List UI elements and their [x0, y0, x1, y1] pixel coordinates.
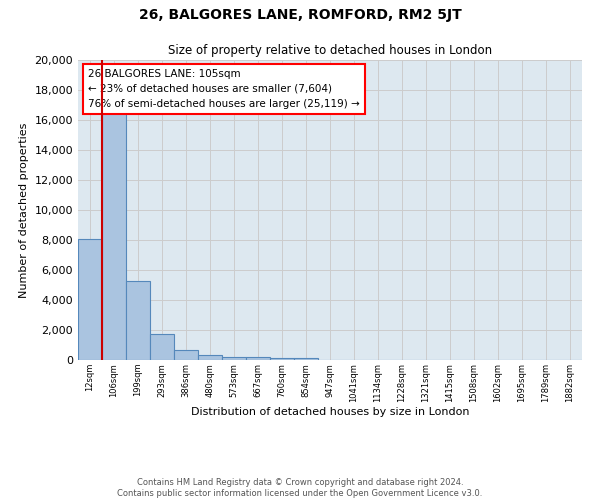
Bar	[246, 358, 270, 360]
Bar	[270, 358, 294, 360]
Bar	[174, 350, 198, 360]
Text: 26, BALGORES LANE, ROMFORD, RM2 5JT: 26, BALGORES LANE, ROMFORD, RM2 5JT	[139, 8, 461, 22]
Y-axis label: Number of detached properties: Number of detached properties	[19, 122, 29, 298]
Bar	[102, 110, 126, 360]
X-axis label: Distribution of detached houses by size in London: Distribution of detached houses by size …	[191, 408, 469, 418]
Bar	[198, 355, 222, 360]
Text: Contains HM Land Registry data © Crown copyright and database right 2024.
Contai: Contains HM Land Registry data © Crown c…	[118, 478, 482, 498]
Text: 26 BALGORES LANE: 105sqm
← 23% of detached houses are smaller (7,604)
76% of sem: 26 BALGORES LANE: 105sqm ← 23% of detach…	[88, 69, 360, 108]
Bar	[294, 358, 318, 360]
Bar	[126, 280, 150, 360]
Bar	[150, 334, 174, 360]
Bar	[78, 238, 102, 360]
Title: Size of property relative to detached houses in London: Size of property relative to detached ho…	[168, 44, 492, 58]
Bar	[222, 356, 246, 360]
